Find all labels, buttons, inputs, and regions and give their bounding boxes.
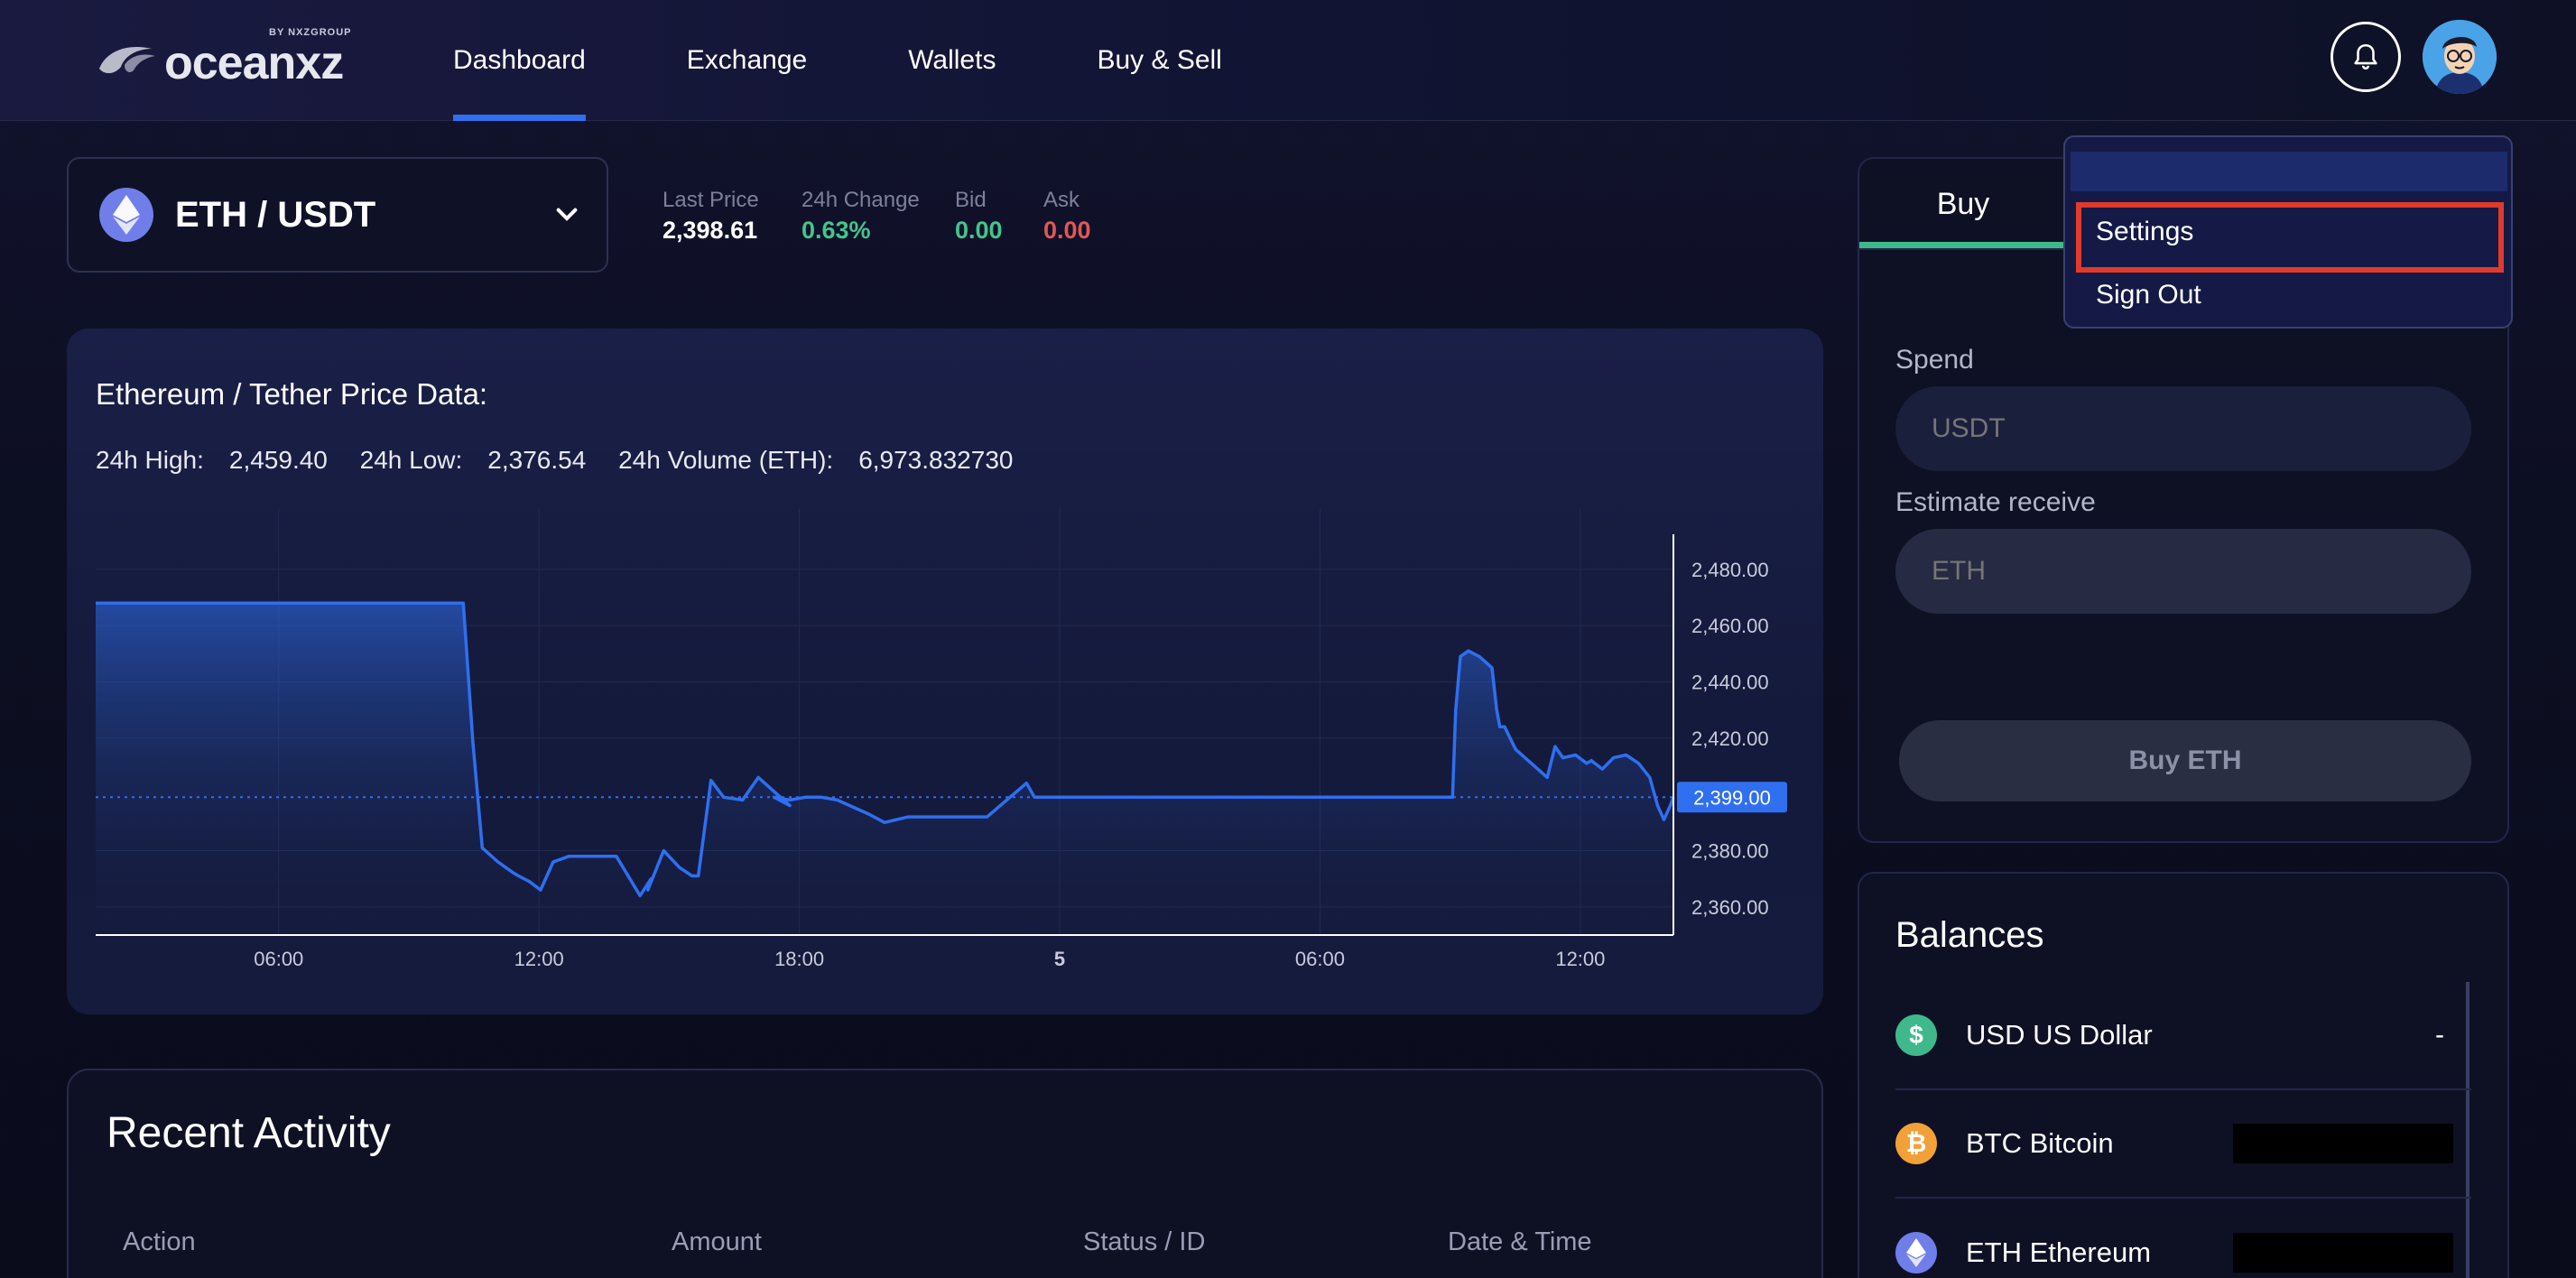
balances-scrollbar[interactable] bbox=[2466, 982, 2469, 1278]
balance-name: ETH Ethereum bbox=[1966, 1236, 2152, 1268]
price-line bbox=[96, 601, 1675, 898]
menu-item-settings[interactable]: Settings bbox=[2096, 217, 2194, 246]
chart-summary-stats: 24h High: 2,459.40 24h Low: 2,376.54 24h V… bbox=[96, 446, 1038, 475]
y-tick-label: 2,480.00 bbox=[1691, 559, 1769, 581]
x-tick-label: 12:00 bbox=[1555, 948, 1605, 970]
bitcoin-icon: ₿ bbox=[1895, 1123, 1937, 1164]
stat-label: Ask bbox=[1043, 188, 1080, 212]
nav-buy-sell[interactable]: Buy & Sell bbox=[1097, 45, 1222, 75]
stat-label: Bid bbox=[955, 188, 987, 212]
stat-label: Last Price bbox=[663, 188, 759, 212]
chevron-down-icon bbox=[556, 208, 578, 221]
recent-activity-card: Recent Activity Action Amount Status / I… bbox=[67, 1069, 1823, 1278]
trading-pair-label: ETH / USDT bbox=[175, 194, 376, 235]
redacted-balance bbox=[2233, 1124, 2453, 1163]
balances-card: Balances $ USD US Dollar - ₿ BTC Bitcoin… bbox=[1858, 872, 2509, 1278]
y-tick-label: 2,440.00 bbox=[1691, 671, 1769, 693]
ask-stat: Ask 0.00 bbox=[1043, 188, 1091, 245]
balance-row-usd[interactable]: $ USD US Dollar - bbox=[1895, 982, 2471, 1090]
current-price-label: 2,399.00 bbox=[1693, 786, 1771, 809]
stat-value: 0.00 bbox=[955, 217, 1003, 244]
column-amount[interactable]: Amount bbox=[672, 1227, 762, 1256]
estimate-receive-label: Estimate receive bbox=[1895, 487, 2096, 517]
balance-name: BTC Bitcoin bbox=[1966, 1127, 2114, 1159]
y-tick-label: 2,420.00 bbox=[1691, 727, 1769, 750]
volume-value: 6,973.832730 bbox=[858, 446, 1014, 474]
logo-wordmark: oceanxz bbox=[164, 37, 344, 89]
nav-dashboard[interactable]: Dashboard bbox=[453, 0, 586, 121]
bell-icon bbox=[2354, 43, 2377, 70]
balances-title: Balances bbox=[1895, 915, 2044, 955]
last-price-stat: Last Price 2,398.61 bbox=[663, 188, 759, 245]
y-tick-label: 2,380.00 bbox=[1691, 839, 1769, 862]
column-action[interactable]: Action bbox=[123, 1227, 196, 1256]
settings-highlight-box bbox=[2076, 202, 2504, 273]
spend-label: Spend bbox=[1895, 345, 1974, 375]
balance-row-eth[interactable]: ETH Ethereum bbox=[1895, 1199, 2471, 1278]
high-label: 24h High: bbox=[96, 446, 204, 474]
low-label: 24h Low: bbox=[359, 446, 463, 474]
x-tick-label: 18:00 bbox=[774, 948, 824, 970]
redacted-balance bbox=[2233, 1233, 2453, 1273]
current-price-badge bbox=[1677, 782, 1787, 813]
account-dropdown-menu: Settings Sign Out bbox=[2063, 135, 2513, 329]
bid-stat: Bid 0.00 bbox=[955, 188, 1003, 245]
ethereum-icon bbox=[1895, 1232, 1937, 1273]
stat-label: 24h Change bbox=[802, 188, 920, 212]
y-tick-label: 2,460.00 bbox=[1691, 615, 1769, 637]
chart-title: Ethereum / Tether Price Data: bbox=[96, 377, 488, 411]
x-tick-label: 06:00 bbox=[1295, 948, 1345, 970]
logo-byline: BY NXZGROUP bbox=[269, 27, 352, 38]
balance-value: - bbox=[2435, 1020, 2444, 1050]
notifications-button[interactable] bbox=[2330, 22, 2401, 92]
price-chart-card: Ethereum / Tether Price Data: 24h High: 2… bbox=[67, 329, 1823, 1014]
top-bar: BY NXZGROUP oceanxz Dashboard Exchange W… bbox=[0, 0, 2576, 121]
price-area bbox=[96, 603, 1673, 935]
ethereum-icon bbox=[99, 188, 153, 242]
low-value: 2,376.54 bbox=[487, 446, 587, 474]
avatar-icon bbox=[2423, 20, 2497, 94]
trading-pair-select[interactable]: ETH / USDT bbox=[67, 157, 608, 273]
stat-value: 2,398.61 bbox=[663, 217, 758, 244]
active-tab-indicator bbox=[1859, 242, 2067, 249]
buy-eth-button[interactable]: Buy ETH bbox=[1899, 720, 2471, 801]
price-chart[interactable]: 2,480.00 2,460.00 2,440.00 2,420.00 2,380.00… bbox=[67, 329, 1823, 1014]
volume-label: 24h Volume (ETH): bbox=[618, 446, 834, 474]
stat-value: 0.63% bbox=[802, 217, 871, 244]
tab-buy[interactable]: Buy bbox=[1936, 186, 1990, 221]
nav-exchange[interactable]: Exchange bbox=[686, 45, 808, 75]
spend-input[interactable] bbox=[1895, 386, 2471, 471]
stat-value: 0.00 bbox=[1043, 217, 1091, 244]
user-avatar[interactable] bbox=[2423, 20, 2497, 94]
oceanxz-logo[interactable]: BY NXZGROUP oceanxz bbox=[97, 25, 368, 89]
menu-item-sign-out[interactable]: Sign Out bbox=[2096, 280, 2201, 310]
balance-name: USD US Dollar bbox=[1966, 1019, 2153, 1051]
column-date-time[interactable]: Date & Time bbox=[1448, 1227, 1592, 1256]
dollar-icon: $ bbox=[1895, 1014, 1937, 1056]
wave-logo-icon bbox=[99, 47, 155, 74]
y-tick-label: 2,360.00 bbox=[1691, 896, 1769, 919]
change-24h-stat: 24h Change 0.63% bbox=[802, 188, 920, 245]
estimate-receive-input[interactable] bbox=[1895, 529, 2471, 614]
nav-wallets[interactable]: Wallets bbox=[908, 45, 996, 75]
high-value: 2,459.40 bbox=[228, 446, 328, 474]
balance-row-btc[interactable]: ₿ BTC Bitcoin bbox=[1895, 1090, 2471, 1199]
main-nav: Dashboard Exchange Wallets Buy & Sell bbox=[453, 0, 1323, 121]
column-status-id[interactable]: Status / ID bbox=[1083, 1227, 1206, 1256]
x-tick-label: 06:00 bbox=[254, 948, 303, 970]
dropdown-header-strip bbox=[2071, 152, 2507, 191]
x-tick-label: 5 bbox=[1054, 948, 1065, 970]
x-tick-label: 12:00 bbox=[514, 948, 564, 970]
recent-activity-title: Recent Activity bbox=[107, 1109, 391, 1157]
